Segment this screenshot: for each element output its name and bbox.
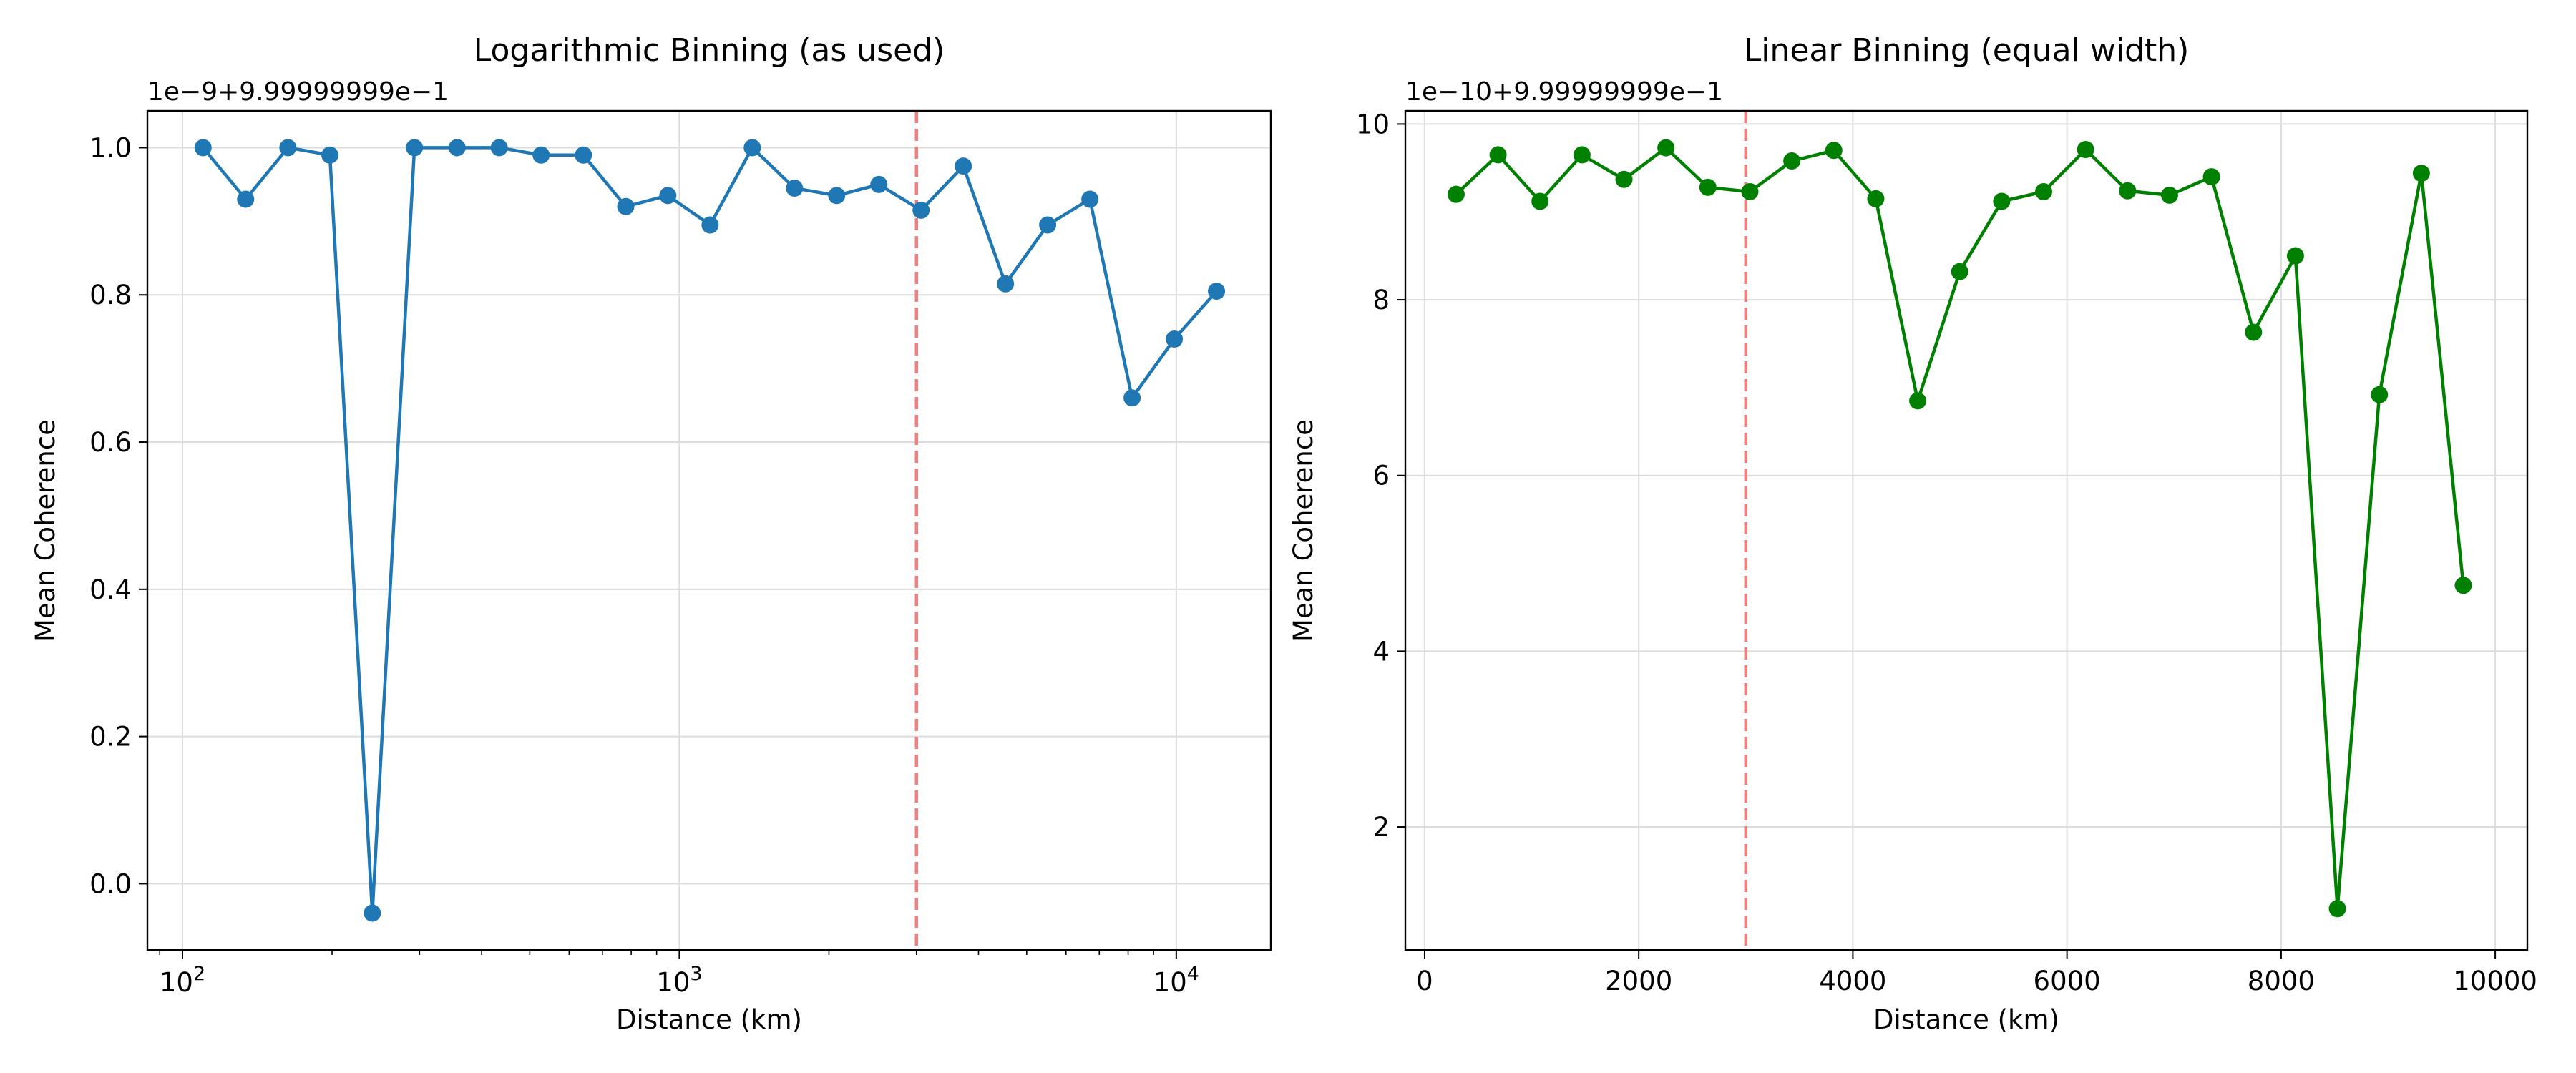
linear-chart-axes-frame [1404, 109, 2529, 951]
x-tick-label: 104 [1153, 963, 1199, 998]
data-point [955, 157, 972, 175]
log-chart-grid [147, 111, 1271, 950]
data-point [743, 139, 761, 157]
x-tick-label: 8000 [2248, 966, 2315, 996]
linear-chart-y-ticks: 2 4 6 8 10 [1356, 109, 1405, 843]
data-point [2077, 141, 2094, 159]
data-point [2202, 168, 2220, 186]
data-point [1081, 190, 1099, 208]
log-chart-x-ticks: 102 103 104 [159, 950, 1199, 998]
log-binning-chart: 102 103 104 0.0 0.2 0.4 0.6 0.8 1.0 Logarithmic… [30, 32, 1272, 1035]
data-point [194, 139, 212, 157]
linear-chart-title: Linear Binning (equal width) [1744, 32, 2190, 69]
data-point [659, 187, 677, 205]
log-chart-y-axis-label: Mean Coherence [30, 419, 61, 642]
data-point [532, 146, 550, 164]
data-point [1783, 152, 1801, 170]
linear-binning-chart: 0 2000 4000 6000 8000 10000 2 4 6 8 10 Linear Bin… [1288, 32, 2537, 1035]
y-tick-label: 0.0 [89, 868, 132, 899]
data-point [1123, 389, 1141, 407]
data-point [1741, 183, 1759, 201]
data-point [321, 146, 339, 164]
x-tick-label: 2000 [1605, 966, 1672, 996]
data-point [1489, 146, 1507, 164]
x-tick-label: 103 [656, 963, 702, 998]
data-point [701, 216, 719, 234]
data-point [2454, 577, 2472, 594]
linear-chart-x-ticks: 0 2000 4000 6000 8000 10000 [1416, 950, 2537, 996]
linear-chart-y-axis-label: Mean Coherence [1288, 419, 1319, 642]
data-point [1825, 142, 1843, 160]
log-chart-series [194, 139, 1226, 922]
data-point [1531, 192, 1549, 210]
y-tick-label: 0.2 [89, 722, 132, 753]
data-point [1657, 139, 1675, 157]
data-point [2328, 900, 2346, 918]
y-tick-label: 4 [1372, 636, 1390, 667]
data-point [997, 275, 1015, 293]
linear-chart-series [1447, 139, 2472, 918]
data-point [617, 197, 635, 215]
data-point [1039, 216, 1057, 234]
data-point [2245, 323, 2263, 341]
data-point [364, 904, 381, 922]
data-point [406, 139, 424, 157]
data-point [279, 139, 297, 157]
data-point [575, 146, 592, 164]
y-tick-label: 6 [1372, 461, 1390, 491]
data-point [2160, 186, 2178, 204]
linear-chart-x-axis-label: Distance (km) [1873, 1004, 2059, 1035]
data-point [237, 190, 255, 208]
y-tick-label: 8 [1372, 285, 1390, 315]
data-point [2412, 165, 2430, 182]
x-tick-label: 4000 [1819, 966, 1886, 996]
log-chart-x-axis-label: Distance (km) [616, 1004, 802, 1035]
data-point [1909, 392, 1927, 410]
data-point [2371, 386, 2389, 403]
data-point [1573, 146, 1591, 164]
log-chart-axes-frame [146, 109, 1272, 951]
data-point [1993, 192, 2011, 210]
log-chart-y-ticks: 0.0 0.2 0.4 0.6 0.8 1.0 [89, 132, 147, 899]
data-point [1166, 330, 1184, 348]
y-tick-label: 10 [1356, 109, 1390, 139]
data-point [1447, 185, 1465, 203]
data-point [1951, 263, 1968, 280]
log-chart-offset-text: 1e−9+9.99999999e−1 [147, 77, 449, 107]
y-tick-label: 2 [1372, 812, 1390, 843]
y-tick-label: 0.6 [89, 427, 132, 458]
data-point [1615, 170, 1633, 188]
linear-chart-grid [1405, 111, 2527, 950]
data-point [1699, 178, 1717, 196]
linear-chart-offset-text: 1e−10+9.99999999e−1 [1405, 77, 1723, 107]
data-point [786, 180, 804, 197]
x-tick-label: 102 [160, 963, 205, 998]
data-point [828, 187, 846, 205]
data-point [490, 139, 508, 157]
log-chart-title: Logarithmic Binning (as used) [474, 32, 945, 69]
y-tick-label: 1.0 [89, 132, 132, 163]
data-point [870, 175, 888, 193]
data-point [2119, 182, 2137, 200]
x-tick-label: 0 [1416, 966, 1433, 996]
y-tick-label: 0.8 [89, 280, 132, 310]
data-point [912, 201, 930, 219]
y-tick-label: 0.4 [89, 574, 132, 605]
data-point [448, 139, 466, 157]
x-tick-label: 10000 [2453, 966, 2537, 996]
data-point [1867, 190, 1885, 207]
data-point [1208, 283, 1226, 300]
x-tick-label: 6000 [2034, 966, 2101, 996]
data-point [2035, 183, 2053, 201]
data-point [2286, 247, 2304, 265]
